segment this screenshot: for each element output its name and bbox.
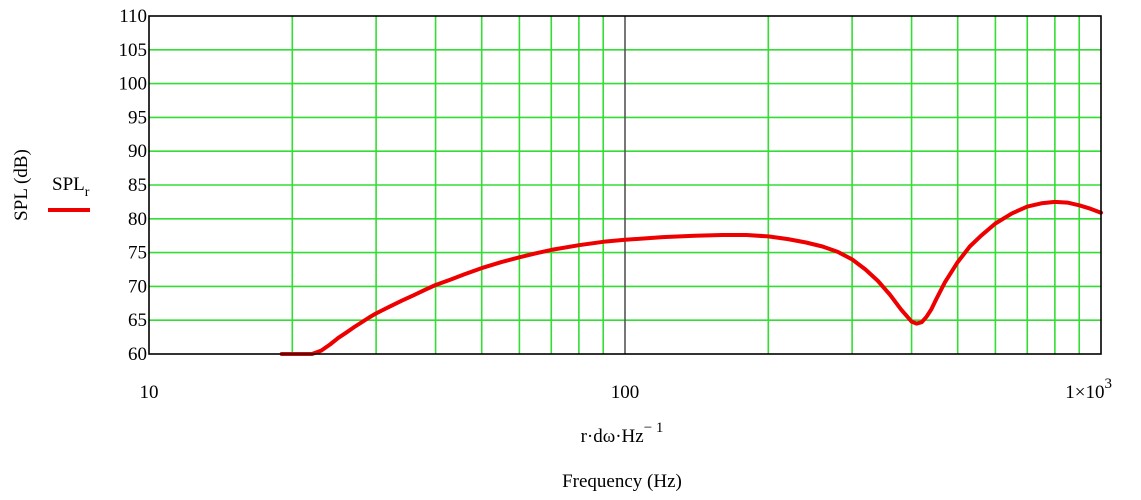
x-axis-expression-base: r·dω·Hz xyxy=(581,426,644,447)
series-layer xyxy=(279,199,1103,356)
y-tick-label: 90 xyxy=(128,141,147,162)
y-tick-label: 60 xyxy=(128,344,147,365)
x-tick-label: 100 xyxy=(611,382,640,403)
y-tick-label: 95 xyxy=(128,107,147,128)
x-tick-label: 10 xyxy=(140,382,159,403)
y-axis-label: SPL (dB) xyxy=(11,149,32,221)
legend-series-subscript: r xyxy=(85,185,90,200)
legend: SPLr xyxy=(48,174,90,212)
plot-frame xyxy=(148,15,1102,355)
legend-series-name: SPL xyxy=(52,174,85,195)
y-tick-labels: 60 65 70 75 80 85 90 95 100 105 110 xyxy=(119,6,148,365)
series-line-spl xyxy=(279,199,1103,356)
y-tick-label: 100 xyxy=(119,74,148,95)
x-axis-label: Frequency (Hz) xyxy=(562,471,682,492)
y-tick-label: 105 xyxy=(119,40,148,61)
legend-label: SPLr xyxy=(52,174,90,200)
x-axis-expression: r·dω·Hz− 1 xyxy=(581,420,664,447)
y-tick-label: 65 xyxy=(128,310,147,331)
x-tick-labels: 10 100 1×103 xyxy=(140,376,1113,403)
y-tick-label: 110 xyxy=(119,6,147,27)
x-axis-expression-exponent: − 1 xyxy=(644,420,664,436)
y-tick-label: 70 xyxy=(128,276,147,297)
x-tick-label: 1×103 xyxy=(1065,376,1112,403)
y-tick-label: 75 xyxy=(128,243,147,264)
y-tick-label: 80 xyxy=(128,209,147,230)
y-tick-label: 85 xyxy=(128,175,147,196)
